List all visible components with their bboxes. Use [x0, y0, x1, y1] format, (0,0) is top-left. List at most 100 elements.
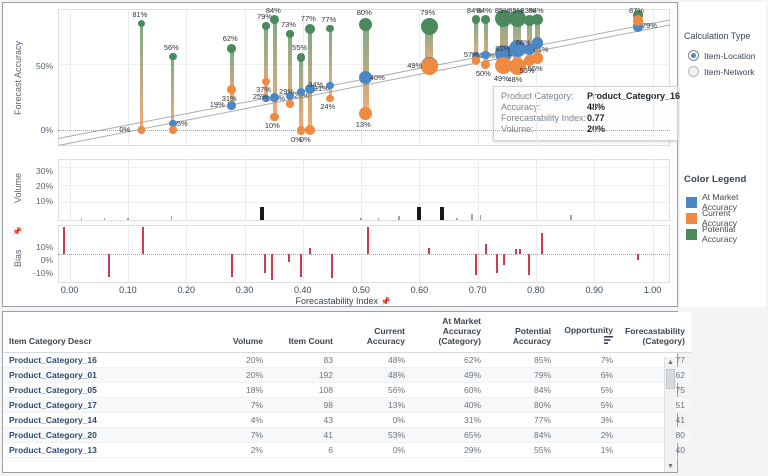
point-at-market-accuracy[interactable] [296, 87, 306, 97]
point-current-accuracy[interactable] [420, 58, 438, 76]
scatter-stem[interactable] [139, 23, 143, 131]
bias-bar[interactable] [271, 254, 274, 280]
point-at-market-accuracy[interactable] [169, 119, 177, 128]
bias-bar[interactable] [263, 254, 266, 274]
volume-plot-area[interactable] [58, 159, 670, 221]
scroll-up-icon[interactable]: ▲ [667, 359, 674, 366]
point-at-market-accuracy[interactable] [531, 37, 544, 50]
point-potential-accuracy[interactable] [227, 44, 237, 53]
radio-on-icon[interactable] [688, 50, 699, 61]
table-row[interactable]: Product_Category_13 2% 6 0% 29% 55% 1% 0.40 [3, 442, 691, 458]
point-potential-accuracy[interactable] [524, 15, 535, 27]
volume-bar[interactable] [170, 216, 173, 220]
col-current-accuracy[interactable]: Current Accuracy [339, 312, 411, 353]
bias-bar[interactable] [141, 226, 144, 254]
x-axis-pin-icon[interactable]: 📌 [380, 297, 391, 306]
point-at-market-accuracy[interactable] [326, 81, 334, 90]
volume-bar[interactable] [377, 218, 380, 220]
scatter-stem[interactable] [307, 28, 312, 131]
point-at-market-accuracy[interactable] [524, 44, 535, 56]
col-forecastability[interactable]: Forecastability (Category) [619, 312, 691, 353]
scatter-stem[interactable] [264, 26, 268, 99]
volume-bar[interactable] [456, 217, 459, 220]
point-potential-accuracy[interactable] [359, 18, 373, 32]
volume-bar[interactable] [439, 207, 444, 220]
bias-bar[interactable] [308, 247, 311, 254]
point-potential-accuracy[interactable] [531, 13, 544, 26]
point-at-market-accuracy[interactable] [359, 71, 373, 84]
radio-off-icon[interactable] [688, 66, 699, 77]
scatter-stem[interactable] [473, 19, 478, 61]
point-current-accuracy[interactable] [524, 54, 535, 66]
point-potential-accuracy[interactable] [420, 17, 438, 35]
bias-bar[interactable] [514, 249, 517, 254]
bias-bar[interactable] [367, 226, 370, 254]
scatter-stem[interactable] [425, 26, 434, 67]
bias-bar[interactable] [428, 247, 431, 254]
bias-bar[interactable] [540, 233, 543, 254]
bias-bar[interactable] [330, 254, 333, 279]
point-potential-accuracy[interactable] [169, 52, 177, 61]
bias-bar[interactable] [518, 249, 521, 254]
point-potential-accuracy[interactable] [495, 9, 513, 27]
scatter-stem[interactable] [171, 56, 175, 131]
scatter-stem[interactable] [483, 19, 488, 65]
volume-bar[interactable] [360, 218, 362, 220]
point-at-market-accuracy[interactable] [286, 92, 294, 100]
volume-bar[interactable] [479, 215, 482, 220]
volume-bar[interactable] [570, 215, 572, 220]
col-potential-accuracy[interactable]: Potential Accuracy [487, 312, 557, 353]
scatter-stem[interactable] [362, 24, 369, 114]
volume-bar[interactable] [127, 218, 129, 220]
col-volume[interactable]: Volume [203, 312, 269, 353]
bias-pin-icon[interactable]: 📌 [12, 227, 22, 236]
point-current-accuracy[interactable] [481, 59, 491, 69]
point-current-accuracy[interactable] [137, 126, 146, 134]
table-row[interactable]: Product_Category_20 7% 41 53% 65% 84% 2% 0.80 [3, 427, 691, 443]
scatter-plot-area[interactable] [58, 9, 670, 146]
volume-bar[interactable] [417, 207, 422, 220]
table-row[interactable]: Product_Category_05 18% 108 56% 60% 84% 5% 0.75 [3, 382, 691, 398]
volume-bar[interactable] [260, 206, 264, 220]
volume-bar[interactable] [398, 216, 400, 220]
point-current-accuracy[interactable] [326, 94, 334, 103]
legend-item-at-market[interactable]: At Market Accuracy [686, 192, 766, 212]
col-item-category[interactable]: Item Category Descr [3, 312, 203, 353]
bias-bar[interactable] [230, 254, 233, 277]
bias-bar[interactable] [300, 254, 303, 277]
point-current-accuracy[interactable] [296, 125, 306, 135]
scrollbar-thumb[interactable] [666, 369, 675, 389]
table-row[interactable]: Product_Category_14 4% 43 0% 31% 77% 3% 0.41 [3, 412, 691, 428]
bias-bar[interactable] [502, 254, 505, 266]
table-scrollbar[interactable]: ▲ ▼ [664, 357, 676, 472]
point-at-market-accuracy[interactable] [632, 20, 644, 32]
point-at-market-accuracy[interactable] [262, 94, 270, 103]
point-current-accuracy[interactable] [227, 84, 237, 94]
scroll-down-icon[interactable]: ▼ [667, 463, 674, 470]
point-potential-accuracy[interactable] [326, 25, 334, 33]
point-current-accuracy[interactable] [531, 51, 544, 64]
legend-item-current[interactable]: Current Accuracy [686, 208, 766, 228]
col-item-count[interactable]: Item Count [269, 312, 339, 353]
radio-item-location[interactable]: Item-Location [688, 50, 756, 61]
radio-item-network[interactable]: Item-Network [688, 66, 755, 77]
point-current-accuracy[interactable] [508, 58, 526, 76]
point-potential-accuracy[interactable] [286, 30, 294, 38]
point-current-accuracy[interactable] [304, 125, 315, 136]
table-row[interactable]: Product_Category_16 20% 83 48% 62% 85% 7% 0.77 [3, 352, 691, 368]
point-current-accuracy[interactable] [286, 100, 294, 108]
bias-bar[interactable] [484, 244, 487, 254]
point-current-accuracy[interactable] [270, 112, 280, 122]
col-at-market-accuracy[interactable]: At Market Accuracy (Category) [411, 312, 487, 353]
volume-bar[interactable] [103, 217, 106, 220]
scatter-stem[interactable] [288, 34, 292, 104]
point-potential-accuracy[interactable] [304, 23, 315, 34]
bias-bar[interactable] [495, 254, 498, 274]
point-current-accuracy[interactable] [359, 106, 373, 120]
bias-bar[interactable] [474, 254, 477, 275]
scatter-stem[interactable] [272, 19, 277, 117]
point-potential-accuracy[interactable] [508, 9, 526, 27]
point-current-accuracy[interactable] [471, 55, 481, 65]
point-potential-accuracy[interactable] [471, 15, 481, 24]
bias-bar[interactable] [62, 226, 65, 254]
